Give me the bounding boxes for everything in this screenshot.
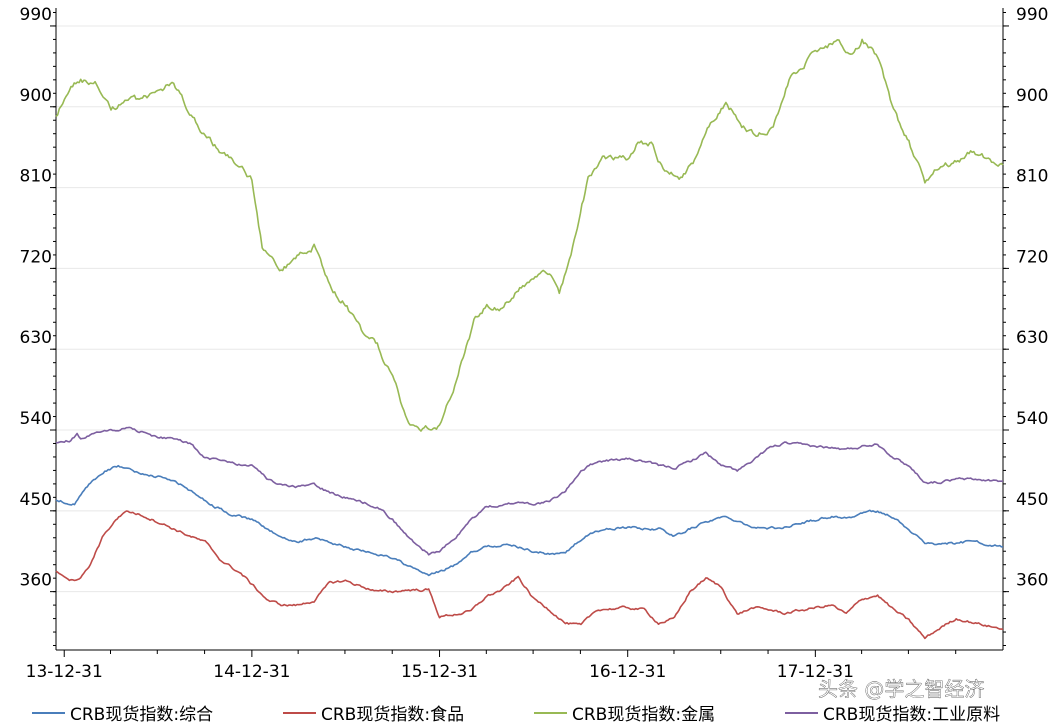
legend-label-2: CRB现货指数:金属 — [572, 705, 715, 725]
ytick-left-label: 540 — [20, 409, 52, 429]
ytick-right-label: 450 — [1016, 490, 1048, 510]
xtick-label: 13-12-31 — [26, 662, 103, 682]
ytick-left-label: 810 — [20, 167, 52, 187]
xtick-label: 15-12-31 — [401, 662, 478, 682]
ytick-right-label: 900 — [1016, 86, 1048, 106]
series-line-2 — [55, 38, 1004, 432]
xtick-label: 17-12-31 — [777, 662, 854, 682]
ytick-right-label: 360 — [1016, 571, 1048, 591]
ytick-left-label: 990 — [20, 5, 52, 25]
watermark-text: 头条 @学之智经济 — [818, 677, 984, 701]
ytick-left-label: 360 — [20, 571, 52, 591]
series-line-3 — [55, 426, 1003, 556]
legend-label-1: CRB现货指数:食品 — [321, 705, 464, 725]
series-lines — [55, 38, 1004, 640]
series-line-0 — [55, 464, 1004, 577]
legend-label-0: CRB现货指数:综合 — [70, 705, 213, 725]
y-axis-ticks: 360 360 450 450 540 540 630 630 720 720 810 810 900 9… — [20, 5, 1048, 647]
legend: CRB现货指数:综合 CRB现货指数:食品 CRB现货指数:金属 CRB现货指数:工业… — [32, 705, 1000, 725]
ytick-right-label: 810 — [1016, 167, 1048, 187]
ytick-left-label: 720 — [20, 247, 52, 267]
ytick-right-label: 630 — [1016, 328, 1048, 348]
grid-lines — [56, 25, 1003, 593]
legend-label-3: CRB现货指数:工业原料 — [823, 705, 1000, 725]
ytick-left-label: 450 — [20, 490, 52, 510]
ytick-left-label: 630 — [20, 328, 52, 348]
xtick-label: 14-12-31 — [213, 662, 290, 682]
ytick-left-label: 900 — [20, 86, 52, 106]
series-line-1 — [55, 510, 1004, 640]
ytick-right-label: 720 — [1016, 247, 1048, 267]
ytick-right-label: 990 — [1016, 5, 1048, 25]
ytick-right-label: 540 — [1016, 409, 1048, 429]
xtick-label: 16-12-31 — [589, 662, 666, 682]
axes — [55, 8, 1004, 651]
x-axis-ticks: 13-12-31 14-12-31 15-12-31 16-12-31 17-12-31 — [26, 650, 957, 682]
